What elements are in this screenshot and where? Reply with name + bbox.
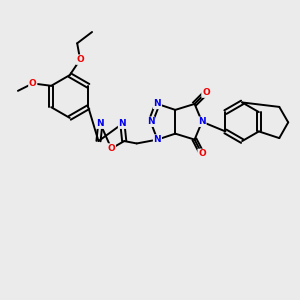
Text: N: N [118,119,126,128]
Text: O: O [107,144,115,153]
Text: N: N [154,99,161,108]
Text: O: O [198,149,206,158]
Text: O: O [76,55,84,64]
Text: N: N [97,119,104,128]
Text: N: N [154,135,161,144]
Text: N: N [147,117,154,126]
Text: O: O [29,79,37,88]
Text: O: O [202,88,210,97]
Text: N: N [198,117,206,126]
